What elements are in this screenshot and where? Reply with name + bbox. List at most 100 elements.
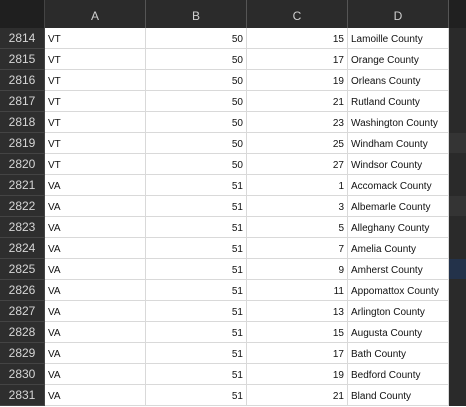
cell-d[interactable]: Windham County (348, 133, 449, 154)
row-header[interactable]: 2825 (0, 259, 45, 280)
cell-b[interactable]: 50 (146, 28, 247, 49)
row-header[interactable]: 2815 (0, 49, 45, 70)
row-header[interactable]: 2820 (0, 154, 45, 175)
cell-d[interactable]: Amelia County (348, 238, 449, 259)
cell-c[interactable]: 15 (247, 28, 348, 49)
cell-c[interactable]: 25 (247, 133, 348, 154)
cell-a[interactable]: VT (45, 112, 146, 133)
cell-b[interactable]: 50 (146, 49, 247, 70)
cell-c[interactable]: 5 (247, 217, 348, 238)
cell-b[interactable]: 50 (146, 70, 247, 91)
table-row: 2829 VA 51 17 Bath County (0, 343, 466, 364)
cell-b[interactable]: 51 (146, 175, 247, 196)
row-header[interactable]: 2823 (0, 217, 45, 238)
cell-b[interactable]: 51 (146, 280, 247, 301)
cell-c[interactable]: 27 (247, 154, 348, 175)
cell-a[interactable]: VA (45, 280, 146, 301)
cell-a[interactable]: VA (45, 322, 146, 343)
cell-b[interactable]: 50 (146, 133, 247, 154)
cell-d[interactable]: Washington County (348, 112, 449, 133)
cell-d[interactable]: Arlington County (348, 301, 449, 322)
cell-d[interactable]: Rutland County (348, 91, 449, 112)
row-header[interactable]: 2824 (0, 238, 45, 259)
cell-b[interactable]: 51 (146, 238, 247, 259)
cell-a[interactable]: VA (45, 217, 146, 238)
row-header[interactable]: 2821 (0, 175, 45, 196)
cell-b[interactable]: 51 (146, 196, 247, 217)
cell-a[interactable]: VA (45, 196, 146, 217)
cell-a[interactable]: VT (45, 154, 146, 175)
cell-b[interactable]: 50 (146, 112, 247, 133)
cell-d[interactable]: Albemarle County (348, 196, 449, 217)
cell-c[interactable]: 7 (247, 238, 348, 259)
background-pane (449, 0, 466, 28)
row-header[interactable]: 2822 (0, 196, 45, 217)
cell-a[interactable]: VA (45, 343, 146, 364)
row-header[interactable]: 2827 (0, 301, 45, 322)
row-header[interactable]: 2830 (0, 364, 45, 385)
cell-b[interactable]: 51 (146, 301, 247, 322)
cell-c[interactable]: 21 (247, 91, 348, 112)
cell-d[interactable]: Accomack County (348, 175, 449, 196)
cell-c[interactable]: 21 (247, 385, 348, 406)
cell-c[interactable]: 13 (247, 301, 348, 322)
row-header[interactable]: 2826 (0, 280, 45, 301)
cell-a[interactable]: VT (45, 133, 146, 154)
cell-b[interactable]: 51 (146, 364, 247, 385)
cell-c[interactable]: 19 (247, 70, 348, 91)
cell-d[interactable]: Bath County (348, 343, 449, 364)
cell-c[interactable]: 23 (247, 112, 348, 133)
cell-a[interactable]: VA (45, 259, 146, 280)
cell-b[interactable]: 51 (146, 322, 247, 343)
cell-d[interactable]: Alleghany County (348, 217, 449, 238)
cell-a[interactable]: VA (45, 301, 146, 322)
cell-c[interactable]: 17 (247, 49, 348, 70)
cell-a[interactable]: VT (45, 49, 146, 70)
cell-a[interactable]: VT (45, 70, 146, 91)
cell-a[interactable]: VA (45, 385, 146, 406)
cell-c[interactable]: 9 (247, 259, 348, 280)
row-header[interactable]: 2829 (0, 343, 45, 364)
row-header[interactable]: 2818 (0, 112, 45, 133)
cell-d[interactable]: Orleans County (348, 70, 449, 91)
cell-a[interactable]: VT (45, 28, 146, 49)
cell-d[interactable]: Appomattox County (348, 280, 449, 301)
row-header[interactable]: 2831 (0, 385, 45, 406)
cell-c[interactable]: 17 (247, 343, 348, 364)
column-header-a[interactable]: A (45, 0, 146, 28)
cell-b[interactable]: 51 (146, 385, 247, 406)
cell-c[interactable]: 19 (247, 364, 348, 385)
cell-d[interactable]: Bland County (348, 385, 449, 406)
row-header[interactable]: 2819 (0, 133, 45, 154)
cell-d[interactable]: Amherst County (348, 259, 449, 280)
cell-d[interactable]: Augusta County (348, 322, 449, 343)
cell-a[interactable]: VA (45, 238, 146, 259)
row-header[interactable]: 2814 (0, 28, 45, 49)
cell-a[interactable]: VA (45, 175, 146, 196)
background-pane-strip (449, 91, 466, 112)
column-header-c[interactable]: C (247, 0, 348, 28)
cell-d[interactable]: Windsor County (348, 154, 449, 175)
column-header-b[interactable]: B (146, 0, 247, 28)
cell-c[interactable]: 15 (247, 322, 348, 343)
row-header[interactable]: 2817 (0, 91, 45, 112)
table-row: 2823 VA 51 5 Alleghany County (0, 217, 466, 238)
cell-c[interactable]: 1 (247, 175, 348, 196)
row-header[interactable]: 2828 (0, 322, 45, 343)
table-row: 2816 VT 50 19 Orleans County (0, 70, 466, 91)
cell-d[interactable]: Orange County (348, 49, 449, 70)
cell-b[interactable]: 51 (146, 343, 247, 364)
cell-c[interactable]: 11 (247, 280, 348, 301)
row-header[interactable]: 2816 (0, 70, 45, 91)
cell-b[interactable]: 51 (146, 217, 247, 238)
cell-d[interactable]: Bedford County (348, 364, 449, 385)
column-header-d[interactable]: D (348, 0, 449, 28)
cell-b[interactable]: 51 (146, 259, 247, 280)
cell-b[interactable]: 50 (146, 91, 247, 112)
cell-a[interactable]: VT (45, 91, 146, 112)
select-all-corner[interactable] (0, 0, 45, 28)
cell-b[interactable]: 50 (146, 154, 247, 175)
cell-a[interactable]: VA (45, 364, 146, 385)
cell-d[interactable]: Lamoille County (348, 28, 449, 49)
cell-c[interactable]: 3 (247, 196, 348, 217)
